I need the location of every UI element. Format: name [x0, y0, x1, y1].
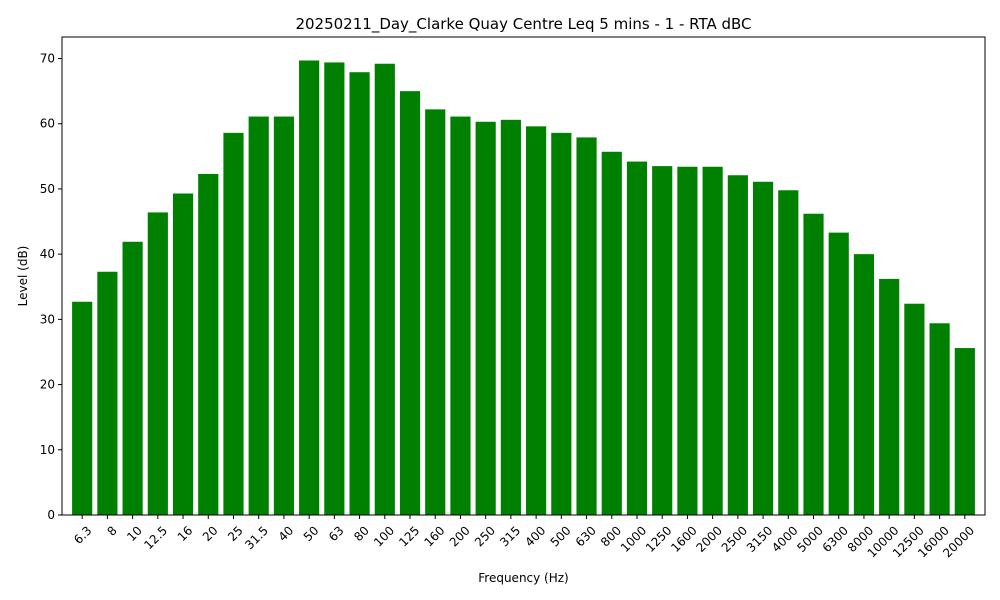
x-tick-label: 500 [548, 523, 574, 549]
x-tick-label: 50 [301, 523, 322, 544]
bar-800 [601, 151, 622, 515]
bar-31.5 [248, 116, 269, 515]
x-tick-label: 20 [200, 523, 221, 544]
x-tick-label: 40 [276, 523, 297, 544]
x-tick-label: 8 [104, 523, 119, 538]
x-tick-label: 400 [522, 523, 548, 549]
y-tick-label: 50 [40, 182, 55, 196]
x-tick-label: 315 [497, 523, 523, 549]
x-tick-label: 100 [371, 523, 397, 549]
x-tick-label: 16 [175, 523, 196, 544]
bar-12500 [904, 303, 925, 515]
y-tick-label: 40 [40, 247, 55, 261]
bar-10 [122, 241, 143, 515]
x-tick-label: 200 [447, 523, 473, 549]
y-tick-label: 10 [40, 443, 55, 457]
bar-80 [349, 72, 370, 516]
x-tick-label: 31.5 [242, 523, 271, 552]
bar-8000 [853, 254, 875, 515]
bar-16000 [929, 323, 950, 515]
x-tick-label: 2500 [719, 523, 750, 554]
x-tick-label: 6300 [820, 523, 851, 554]
bar-3150 [752, 181, 774, 515]
x-tick-label: 1250 [643, 523, 674, 554]
y-tick-label: 60 [40, 117, 55, 131]
bar-1600 [677, 166, 698, 515]
bar-63 [324, 62, 345, 516]
x-tick-label: 80 [351, 523, 372, 544]
bar-315 [500, 119, 521, 515]
bar-20 [198, 173, 219, 515]
bar-12.5 [147, 212, 168, 516]
plot-area-frame [61, 36, 986, 516]
bar-16 [172, 193, 194, 515]
bar-125 [399, 91, 421, 515]
bar-400 [526, 126, 547, 515]
bar-4000 [778, 190, 799, 515]
bar-25 [223, 132, 244, 516]
y-tick-label: 70 [40, 52, 55, 66]
x-tick-label: 5000 [794, 523, 825, 554]
x-tick-label: 1000 [618, 523, 649, 554]
bar-40 [273, 116, 295, 515]
y-axis: 0 10 20 30 40 50 60 70 [40, 52, 62, 522]
bar-200 [450, 116, 471, 515]
bar-630 [576, 137, 597, 515]
x-tick-label: 630 [573, 523, 599, 549]
x-tick-label: 63 [326, 523, 347, 544]
y-tick-label: 20 [40, 378, 55, 392]
x-tick-label: 2000 [693, 523, 724, 554]
x-tick-label: 1600 [668, 523, 699, 554]
bars-group [72, 60, 975, 516]
x-tick-label: 6.3 [71, 523, 94, 546]
bar-2500 [727, 175, 748, 515]
bar-500 [551, 132, 572, 516]
x-tick-label: 3150 [744, 523, 775, 554]
x-axis-label: Frequency (Hz) [478, 571, 569, 585]
bar-6.3 [72, 301, 93, 515]
bar-50 [299, 60, 320, 515]
y-tick-label: 30 [40, 312, 55, 326]
x-tick-label: 4000 [769, 523, 800, 554]
bar-2000 [702, 166, 723, 515]
bar-160 [425, 109, 446, 515]
x-tick-label: 125 [396, 523, 422, 549]
bar-250 [475, 121, 496, 516]
bar-1250 [652, 166, 673, 515]
x-tick-label: 160 [421, 523, 447, 549]
bar-8 [97, 271, 118, 515]
y-axis-label: Level (dB) [16, 246, 30, 307]
bar-100 [374, 63, 395, 516]
x-tick-label: 250 [472, 523, 498, 549]
x-tick-label: 12.5 [141, 523, 170, 552]
y-tick-label: 0 [47, 508, 55, 522]
chart-title: 20250211_Day_Clarke Quay Centre Leq 5 mi… [295, 15, 751, 34]
bar-6300 [828, 232, 849, 515]
bar-1000 [626, 161, 648, 516]
bar-20000 [954, 348, 975, 515]
bar-10000 [879, 278, 900, 515]
bar-5000 [803, 213, 824, 515]
